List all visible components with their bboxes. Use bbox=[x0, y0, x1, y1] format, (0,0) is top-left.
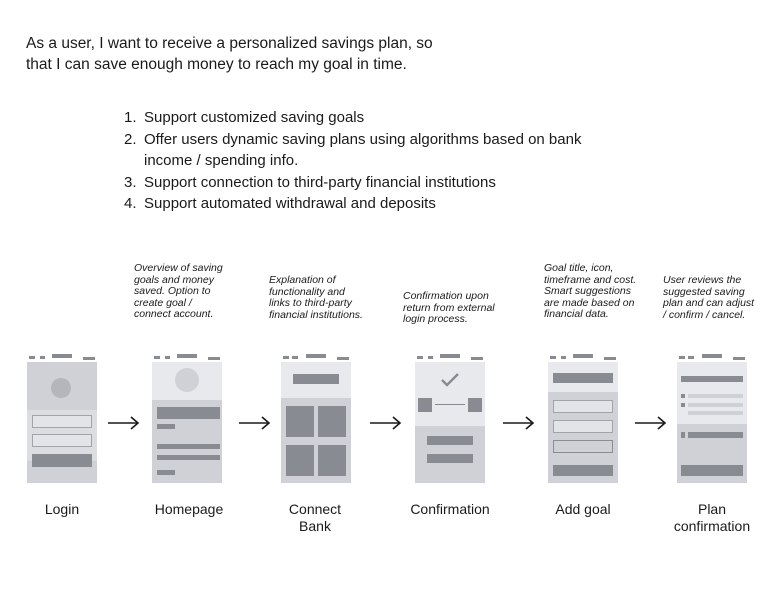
label-login: Login bbox=[44, 501, 80, 517]
username-field-placeholder bbox=[32, 415, 92, 428]
user-story-line-1: As a user, I want to receive a personali… bbox=[26, 35, 433, 52]
requirement-2: 2. Offer users dynamic saving plans usin… bbox=[124, 130, 582, 170]
wireframe-connect-bank bbox=[281, 354, 351, 483]
goal-cost-field-placeholder bbox=[553, 440, 613, 453]
user-story-line-2: that I can save enough money to reach my… bbox=[26, 56, 407, 73]
requirement-4: 4. Support automated withdrawal and depo… bbox=[124, 195, 436, 212]
wireframe-login bbox=[27, 354, 97, 483]
checkmark-icon bbox=[441, 373, 459, 387]
user-story: As a user, I want to receive a personali… bbox=[26, 33, 586, 75]
login-button-placeholder bbox=[32, 454, 92, 467]
avatar-placeholder bbox=[51, 378, 71, 398]
label-connect-bank: Connect Bank bbox=[288, 501, 342, 534]
note-homepage: Overview of saving goals and money saved… bbox=[134, 262, 223, 320]
wireframe-confirmation bbox=[415, 354, 485, 483]
note-confirmation: Confirmation upon return from external l… bbox=[403, 290, 495, 325]
bank-tile bbox=[318, 445, 346, 476]
wireframe-plan-confirmation bbox=[677, 354, 747, 483]
avatar-placeholder bbox=[175, 368, 199, 392]
arrow-right-icon bbox=[239, 416, 271, 430]
goal-timeframe-field-placeholder bbox=[553, 420, 613, 433]
requirement-3: 3. Support connection to third-party fin… bbox=[124, 173, 496, 191]
label-add-goal: Add goal bbox=[555, 501, 611, 517]
arrow-right-icon bbox=[635, 416, 667, 430]
arrow-right-icon bbox=[370, 416, 402, 430]
requirement-1: 1. Support customized saving goals bbox=[124, 109, 365, 126]
label-homepage: Homepage bbox=[154, 501, 224, 517]
arrow-right-icon bbox=[503, 416, 535, 430]
goal-title-field-placeholder bbox=[553, 400, 613, 413]
requirements-list: 1. Support customized saving goals 2. Of… bbox=[124, 107, 684, 215]
wireframe-add-goal bbox=[548, 354, 618, 483]
note-plan-confirmation: User reviews the suggested saving plan a… bbox=[663, 274, 755, 321]
note-connect-bank: Explanation of functionality and links t… bbox=[269, 274, 363, 321]
bank-tile bbox=[318, 406, 346, 437]
label-plan-confirmation: Plan confirmation bbox=[673, 501, 751, 534]
wireframe-homepage bbox=[152, 354, 222, 483]
password-field-placeholder bbox=[32, 434, 92, 447]
bank-tile bbox=[286, 445, 314, 476]
bank-tile bbox=[286, 406, 314, 437]
arrow-right-icon bbox=[108, 416, 140, 430]
note-add-goal: Goal title, icon, timeframe and cost. Sm… bbox=[544, 262, 637, 320]
label-confirmation: Confirmation bbox=[410, 501, 490, 517]
